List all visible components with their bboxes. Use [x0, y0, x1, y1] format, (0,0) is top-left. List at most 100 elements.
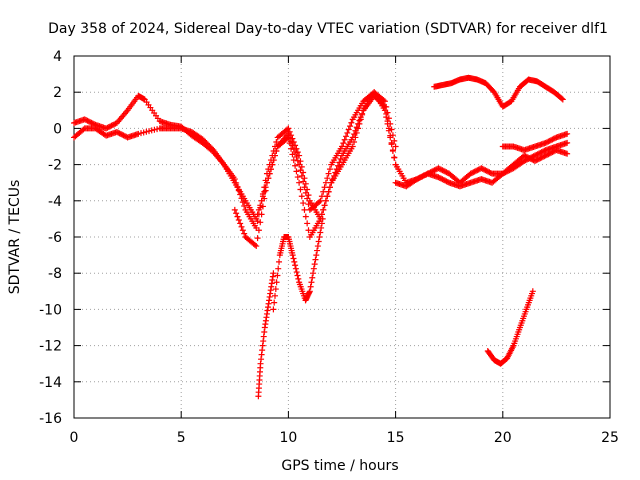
data-point: [295, 275, 302, 282]
data-point: [385, 115, 392, 122]
data-point: [545, 151, 552, 158]
data-point: [542, 139, 549, 146]
data-point: [293, 145, 300, 152]
data-point: [545, 138, 552, 145]
data-point: [521, 152, 528, 159]
data-point: [478, 165, 485, 172]
data-point: [389, 148, 396, 155]
y-tick-label: 4: [53, 49, 62, 65]
data-point: [523, 153, 530, 160]
series-track-i: [499, 130, 571, 154]
data-point: [418, 174, 425, 181]
data-point: [265, 175, 272, 182]
data-point: [80, 126, 87, 133]
data-point: [297, 158, 304, 165]
data-point: [419, 173, 426, 180]
data-point: [311, 261, 318, 268]
data-point: [435, 174, 442, 181]
data-point: [443, 178, 450, 185]
data-point: [270, 270, 277, 277]
data-point: [334, 162, 341, 169]
x-tick-label: 10: [279, 430, 297, 446]
data-point: [347, 123, 354, 130]
data-point: [269, 161, 276, 168]
data-point: [296, 152, 303, 159]
data-point: [284, 135, 291, 142]
data-point: [385, 127, 392, 134]
data-point: [148, 127, 155, 134]
data-point: [339, 143, 345, 150]
data-point: [206, 143, 213, 150]
data-point: [143, 128, 150, 135]
data-point: [527, 155, 534, 162]
data-point: [535, 150, 542, 157]
data-point: [442, 168, 449, 175]
data-point: [487, 169, 494, 176]
data-point: [533, 157, 540, 164]
data-point: [293, 168, 300, 175]
data-point: [302, 213, 309, 220]
data-point: [529, 288, 536, 295]
x-tick-label: 25: [601, 430, 619, 446]
data-point: [318, 220, 325, 227]
data-point: [534, 156, 541, 163]
data-point: [205, 141, 211, 148]
data-point: [564, 130, 571, 137]
y-tick-label: -12: [39, 339, 62, 355]
data-point: [307, 283, 314, 290]
data-point: [200, 137, 207, 144]
data-point: [290, 255, 297, 262]
data-point: [535, 155, 542, 162]
data-point: [116, 130, 123, 137]
data-point: [239, 199, 246, 206]
data-point: [261, 195, 268, 202]
data-point: [270, 157, 277, 164]
data-point: [288, 145, 295, 152]
data-point: [526, 155, 533, 162]
data-point: [534, 151, 541, 158]
data-point: [540, 148, 546, 155]
data-point: [325, 170, 332, 177]
x-tick-labels: 0 5 10 15 20 25: [70, 430, 619, 446]
y-tick-label: -14: [39, 375, 62, 391]
data-point: [300, 169, 307, 176]
data-point: [533, 151, 540, 158]
data-point: [348, 119, 355, 126]
data-point: [473, 167, 479, 174]
data-point: [537, 149, 544, 156]
data-point: [316, 198, 323, 205]
data-point: [353, 129, 360, 136]
data-point: [234, 183, 241, 190]
data-point: [275, 265, 282, 272]
data-point: [420, 172, 427, 179]
data-point: [304, 220, 311, 227]
data-point: [301, 206, 308, 213]
data-point: [343, 133, 350, 140]
data-point: [292, 265, 299, 272]
data-point: [422, 172, 429, 179]
data-point: [564, 139, 571, 146]
data-point: [317, 229, 324, 236]
data-point: [305, 192, 312, 199]
data-point: [550, 148, 557, 155]
data-point: [154, 126, 161, 133]
data-point: [546, 150, 553, 157]
data-point: [538, 154, 545, 161]
data-point: [529, 156, 536, 163]
data-point: [293, 153, 300, 160]
data-point: [291, 258, 298, 265]
data-point: [542, 152, 549, 159]
data-point: [439, 167, 446, 174]
data-point: [294, 149, 301, 156]
data-point: [468, 169, 475, 176]
data-point: [104, 124, 111, 131]
data-point: [109, 122, 116, 129]
data-point: [285, 125, 292, 132]
data-point: [391, 154, 398, 161]
data-point: [558, 95, 565, 102]
data-point: [107, 123, 114, 130]
series-track-f: [392, 147, 571, 190]
data-point: [479, 165, 486, 172]
data-point: [320, 188, 327, 195]
